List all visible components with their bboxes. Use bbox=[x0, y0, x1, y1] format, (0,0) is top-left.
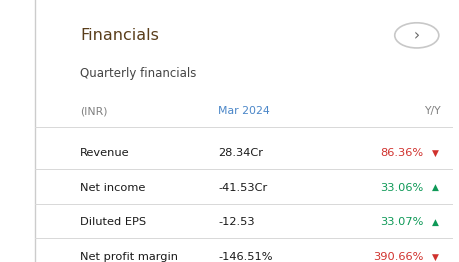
Text: ›: › bbox=[414, 28, 420, 43]
Text: Mar 2024: Mar 2024 bbox=[218, 106, 270, 116]
Text: 86.36%: 86.36% bbox=[380, 148, 423, 158]
Text: Net profit margin: Net profit margin bbox=[80, 252, 179, 262]
Text: ▲: ▲ bbox=[431, 218, 438, 227]
Text: 33.06%: 33.06% bbox=[380, 183, 423, 193]
Text: ▲: ▲ bbox=[431, 183, 438, 192]
Text: Net income: Net income bbox=[80, 183, 146, 193]
Text: (INR): (INR) bbox=[80, 106, 108, 116]
Text: 33.07%: 33.07% bbox=[380, 217, 423, 227]
Text: Revenue: Revenue bbox=[80, 148, 130, 158]
Text: ▼: ▼ bbox=[431, 149, 438, 158]
Text: Y/Y: Y/Y bbox=[424, 106, 441, 116]
Text: 390.66%: 390.66% bbox=[373, 252, 423, 262]
Text: -12.53: -12.53 bbox=[218, 217, 255, 227]
Text: -41.53Cr: -41.53Cr bbox=[218, 183, 267, 193]
Text: Quarterly financials: Quarterly financials bbox=[80, 67, 197, 80]
Text: 28.34Cr: 28.34Cr bbox=[218, 148, 263, 158]
Text: -146.51%: -146.51% bbox=[218, 252, 273, 262]
Text: Diluted EPS: Diluted EPS bbox=[80, 217, 146, 227]
Text: Financials: Financials bbox=[80, 28, 159, 43]
Text: ▼: ▼ bbox=[431, 253, 438, 261]
